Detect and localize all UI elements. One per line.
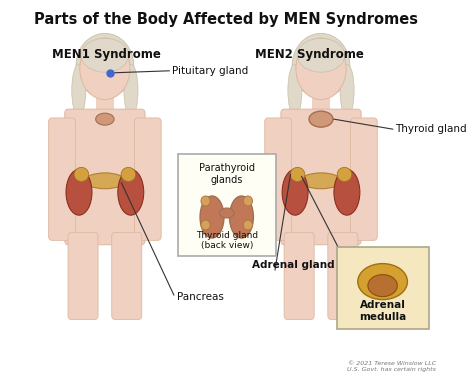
Ellipse shape [81, 38, 129, 72]
Ellipse shape [334, 169, 360, 215]
Ellipse shape [72, 64, 86, 117]
FancyBboxPatch shape [264, 118, 292, 241]
Text: Parathyroid
glands: Parathyroid glands [199, 163, 255, 185]
Text: Thyroid gland: Thyroid gland [394, 124, 466, 134]
FancyBboxPatch shape [178, 154, 276, 256]
Ellipse shape [301, 173, 341, 189]
Ellipse shape [368, 275, 397, 297]
Text: MEN2 Syndrome: MEN2 Syndrome [255, 48, 364, 61]
Ellipse shape [340, 64, 354, 117]
FancyBboxPatch shape [65, 109, 145, 245]
Text: Thyroid gland
(back view): Thyroid gland (back view) [196, 231, 258, 250]
Ellipse shape [309, 111, 333, 127]
Ellipse shape [118, 169, 144, 215]
Text: © 2021 Terese Winslow LLC
U.S. Govt. has certain rights: © 2021 Terese Winslow LLC U.S. Govt. has… [347, 361, 436, 372]
FancyBboxPatch shape [96, 89, 114, 113]
FancyBboxPatch shape [328, 232, 358, 320]
Text: MEN1 Syndrome: MEN1 Syndrome [53, 48, 161, 61]
Ellipse shape [337, 167, 352, 182]
FancyBboxPatch shape [68, 232, 98, 320]
FancyBboxPatch shape [112, 232, 142, 320]
FancyBboxPatch shape [49, 118, 75, 241]
FancyBboxPatch shape [281, 109, 361, 245]
Ellipse shape [288, 64, 302, 117]
Ellipse shape [229, 196, 254, 238]
Ellipse shape [66, 169, 92, 215]
Ellipse shape [76, 33, 134, 98]
Ellipse shape [201, 220, 210, 230]
FancyBboxPatch shape [337, 247, 428, 329]
Ellipse shape [282, 169, 308, 215]
Ellipse shape [121, 167, 136, 182]
Ellipse shape [358, 264, 408, 299]
Ellipse shape [290, 167, 305, 182]
Text: Adrenal gland: Adrenal gland [252, 260, 335, 270]
Text: Adrenal
medulla: Adrenal medulla [359, 301, 406, 322]
Ellipse shape [219, 208, 234, 218]
Ellipse shape [297, 38, 345, 72]
Ellipse shape [201, 196, 210, 206]
Ellipse shape [124, 64, 138, 117]
Ellipse shape [243, 220, 253, 230]
Ellipse shape [243, 196, 253, 206]
FancyBboxPatch shape [135, 118, 161, 241]
Ellipse shape [74, 167, 89, 182]
Text: Pituitary gland: Pituitary gland [172, 66, 248, 76]
Ellipse shape [200, 196, 224, 238]
Ellipse shape [80, 38, 130, 100]
FancyBboxPatch shape [350, 118, 377, 241]
Text: Pancreas: Pancreas [177, 292, 223, 302]
Ellipse shape [292, 33, 350, 98]
Ellipse shape [85, 173, 125, 189]
FancyBboxPatch shape [284, 232, 314, 320]
FancyBboxPatch shape [312, 89, 330, 113]
Text: Parts of the Body Affected by MEN Syndromes: Parts of the Body Affected by MEN Syndro… [34, 12, 418, 27]
Ellipse shape [96, 113, 114, 125]
Ellipse shape [296, 38, 346, 100]
